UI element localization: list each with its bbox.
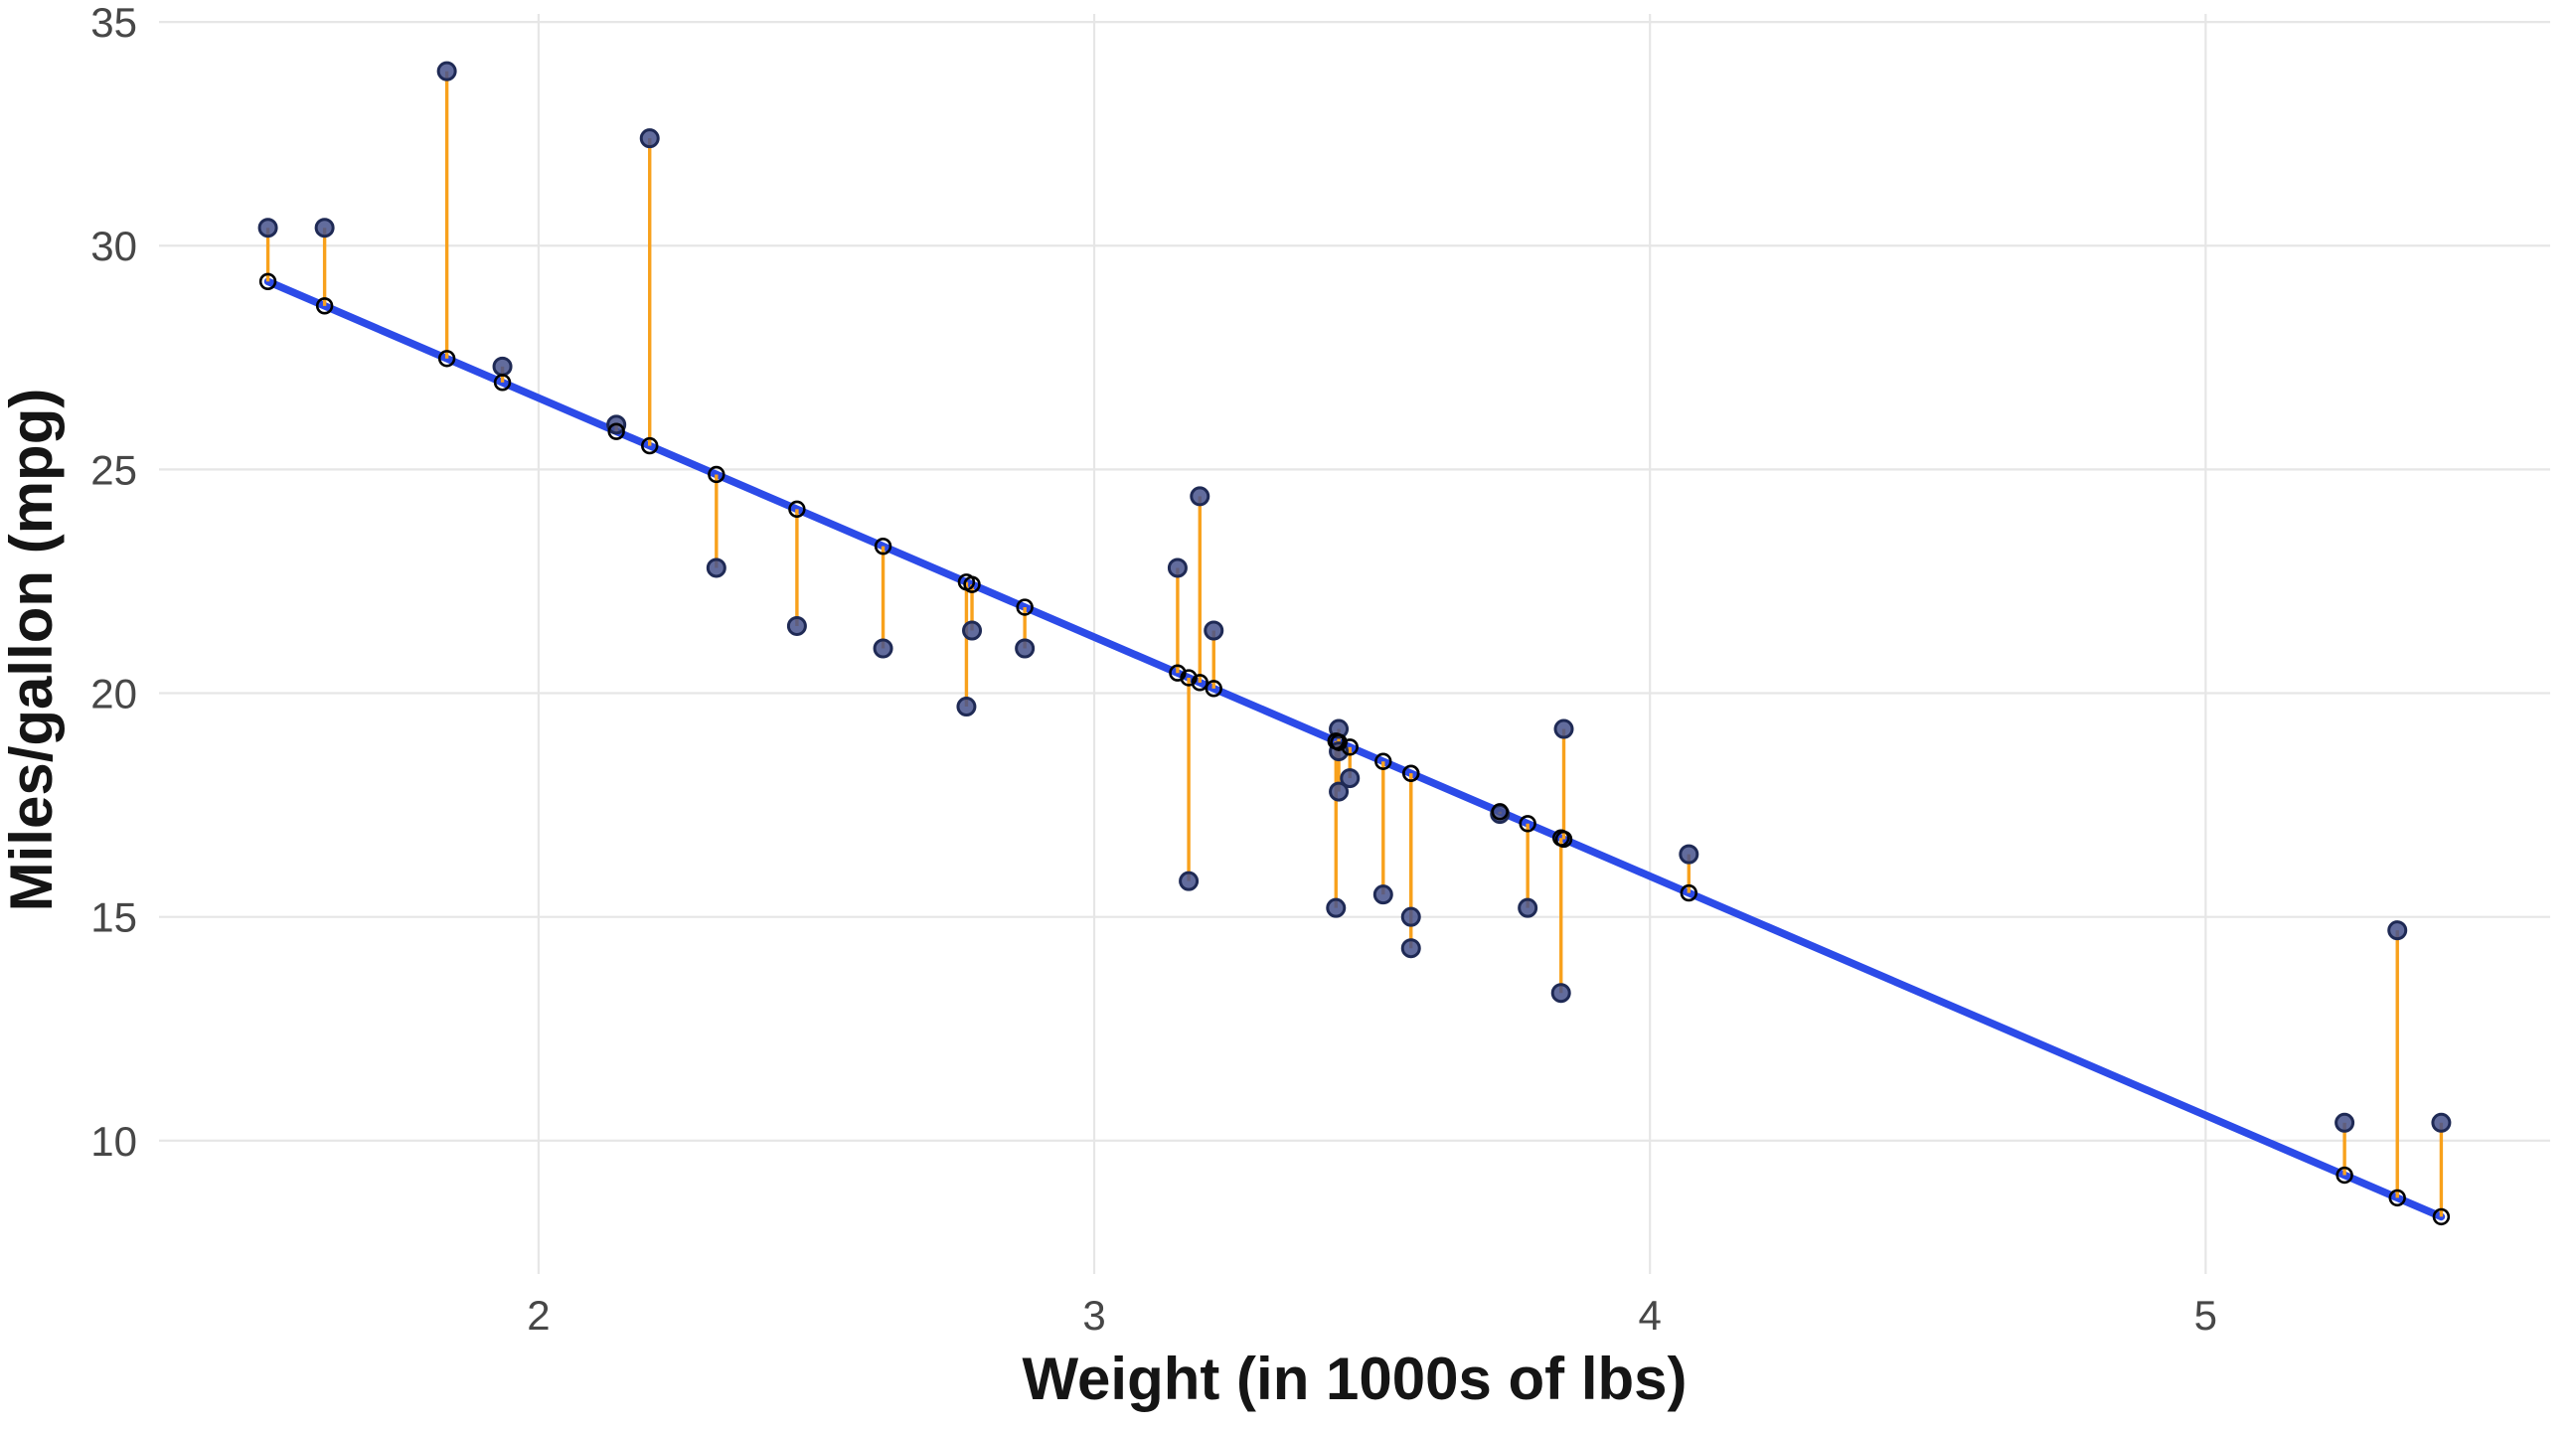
gridlines-layer xyxy=(159,14,2550,1274)
y-tick-label: 30 xyxy=(90,223,137,269)
data-point xyxy=(1204,620,1224,641)
data-point xyxy=(786,615,807,636)
data-point xyxy=(1179,871,1200,891)
fitted-point xyxy=(963,575,981,593)
data-point xyxy=(1372,884,1393,905)
data-point xyxy=(1550,983,1571,1004)
data-point xyxy=(706,557,726,578)
data-point xyxy=(1679,844,1699,865)
axis-tick-labels-layer: 10 15 20 25 30 35 2 3 4 5 xyxy=(90,0,2217,1339)
data-point xyxy=(1340,768,1361,789)
x-tick-label: 3 xyxy=(1082,1292,1105,1339)
y-tick-label: 35 xyxy=(90,0,137,46)
x-axis-title: Weight (in 1000s of lbs) xyxy=(1023,1346,1688,1412)
data-point xyxy=(1518,897,1538,918)
fitted-point xyxy=(437,350,456,368)
data-points-layer xyxy=(257,61,2452,1133)
data-point xyxy=(436,61,457,81)
fitted-point xyxy=(315,297,334,315)
regression-line-layer xyxy=(263,277,2446,1221)
fitted-point xyxy=(1180,669,1198,687)
fitted-point xyxy=(2335,1166,2353,1185)
fitted-point xyxy=(2388,1189,2406,1207)
x-tick-label: 5 xyxy=(2194,1292,2217,1339)
data-point xyxy=(1015,638,1036,659)
regression-line xyxy=(263,277,2446,1221)
y-tick-label: 25 xyxy=(90,446,137,493)
fitted-point xyxy=(1491,803,1509,821)
data-point xyxy=(1167,557,1188,578)
fitted-point xyxy=(708,465,725,484)
data-point xyxy=(956,697,977,717)
fitted-point xyxy=(1519,815,1536,833)
x-tick-label: 4 xyxy=(1639,1292,1662,1339)
fitted-point xyxy=(1402,764,1420,782)
fitted-point xyxy=(493,374,512,392)
data-point xyxy=(2334,1112,2355,1133)
data-point xyxy=(492,356,513,377)
data-point xyxy=(1326,897,1347,918)
fitted-point xyxy=(2432,1207,2451,1226)
fitted-point xyxy=(1327,732,1345,750)
data-point xyxy=(2431,1112,2452,1133)
data-point xyxy=(1553,718,1574,739)
fitted-point xyxy=(1680,883,1698,902)
x-tick-label: 2 xyxy=(527,1292,550,1339)
fitted-point xyxy=(1554,830,1573,849)
y-axis-title: Miles/gallon (mpg) xyxy=(0,389,65,912)
data-point xyxy=(873,638,893,659)
fitted-point xyxy=(788,500,806,519)
fitted-point xyxy=(607,422,625,440)
data-point xyxy=(639,128,660,149)
data-point xyxy=(2387,920,2408,941)
y-tick-label: 20 xyxy=(90,671,137,717)
fitted-point xyxy=(874,537,892,556)
data-point xyxy=(257,218,278,238)
fitted-points-layer xyxy=(258,272,2451,1226)
residual-segments-layer xyxy=(265,71,2444,1217)
data-point xyxy=(1329,781,1350,802)
fitted-point xyxy=(258,272,277,290)
fitted-point xyxy=(1016,598,1034,616)
fitted-point xyxy=(641,436,659,455)
data-point xyxy=(962,620,983,641)
data-point xyxy=(314,218,335,238)
fitted-point xyxy=(1374,752,1392,770)
data-point xyxy=(1190,486,1210,507)
data-point xyxy=(1400,906,1421,927)
y-tick-label: 10 xyxy=(90,1118,137,1165)
data-point xyxy=(1400,938,1421,959)
fitted-point xyxy=(1205,680,1222,698)
y-tick-label: 15 xyxy=(90,894,137,941)
